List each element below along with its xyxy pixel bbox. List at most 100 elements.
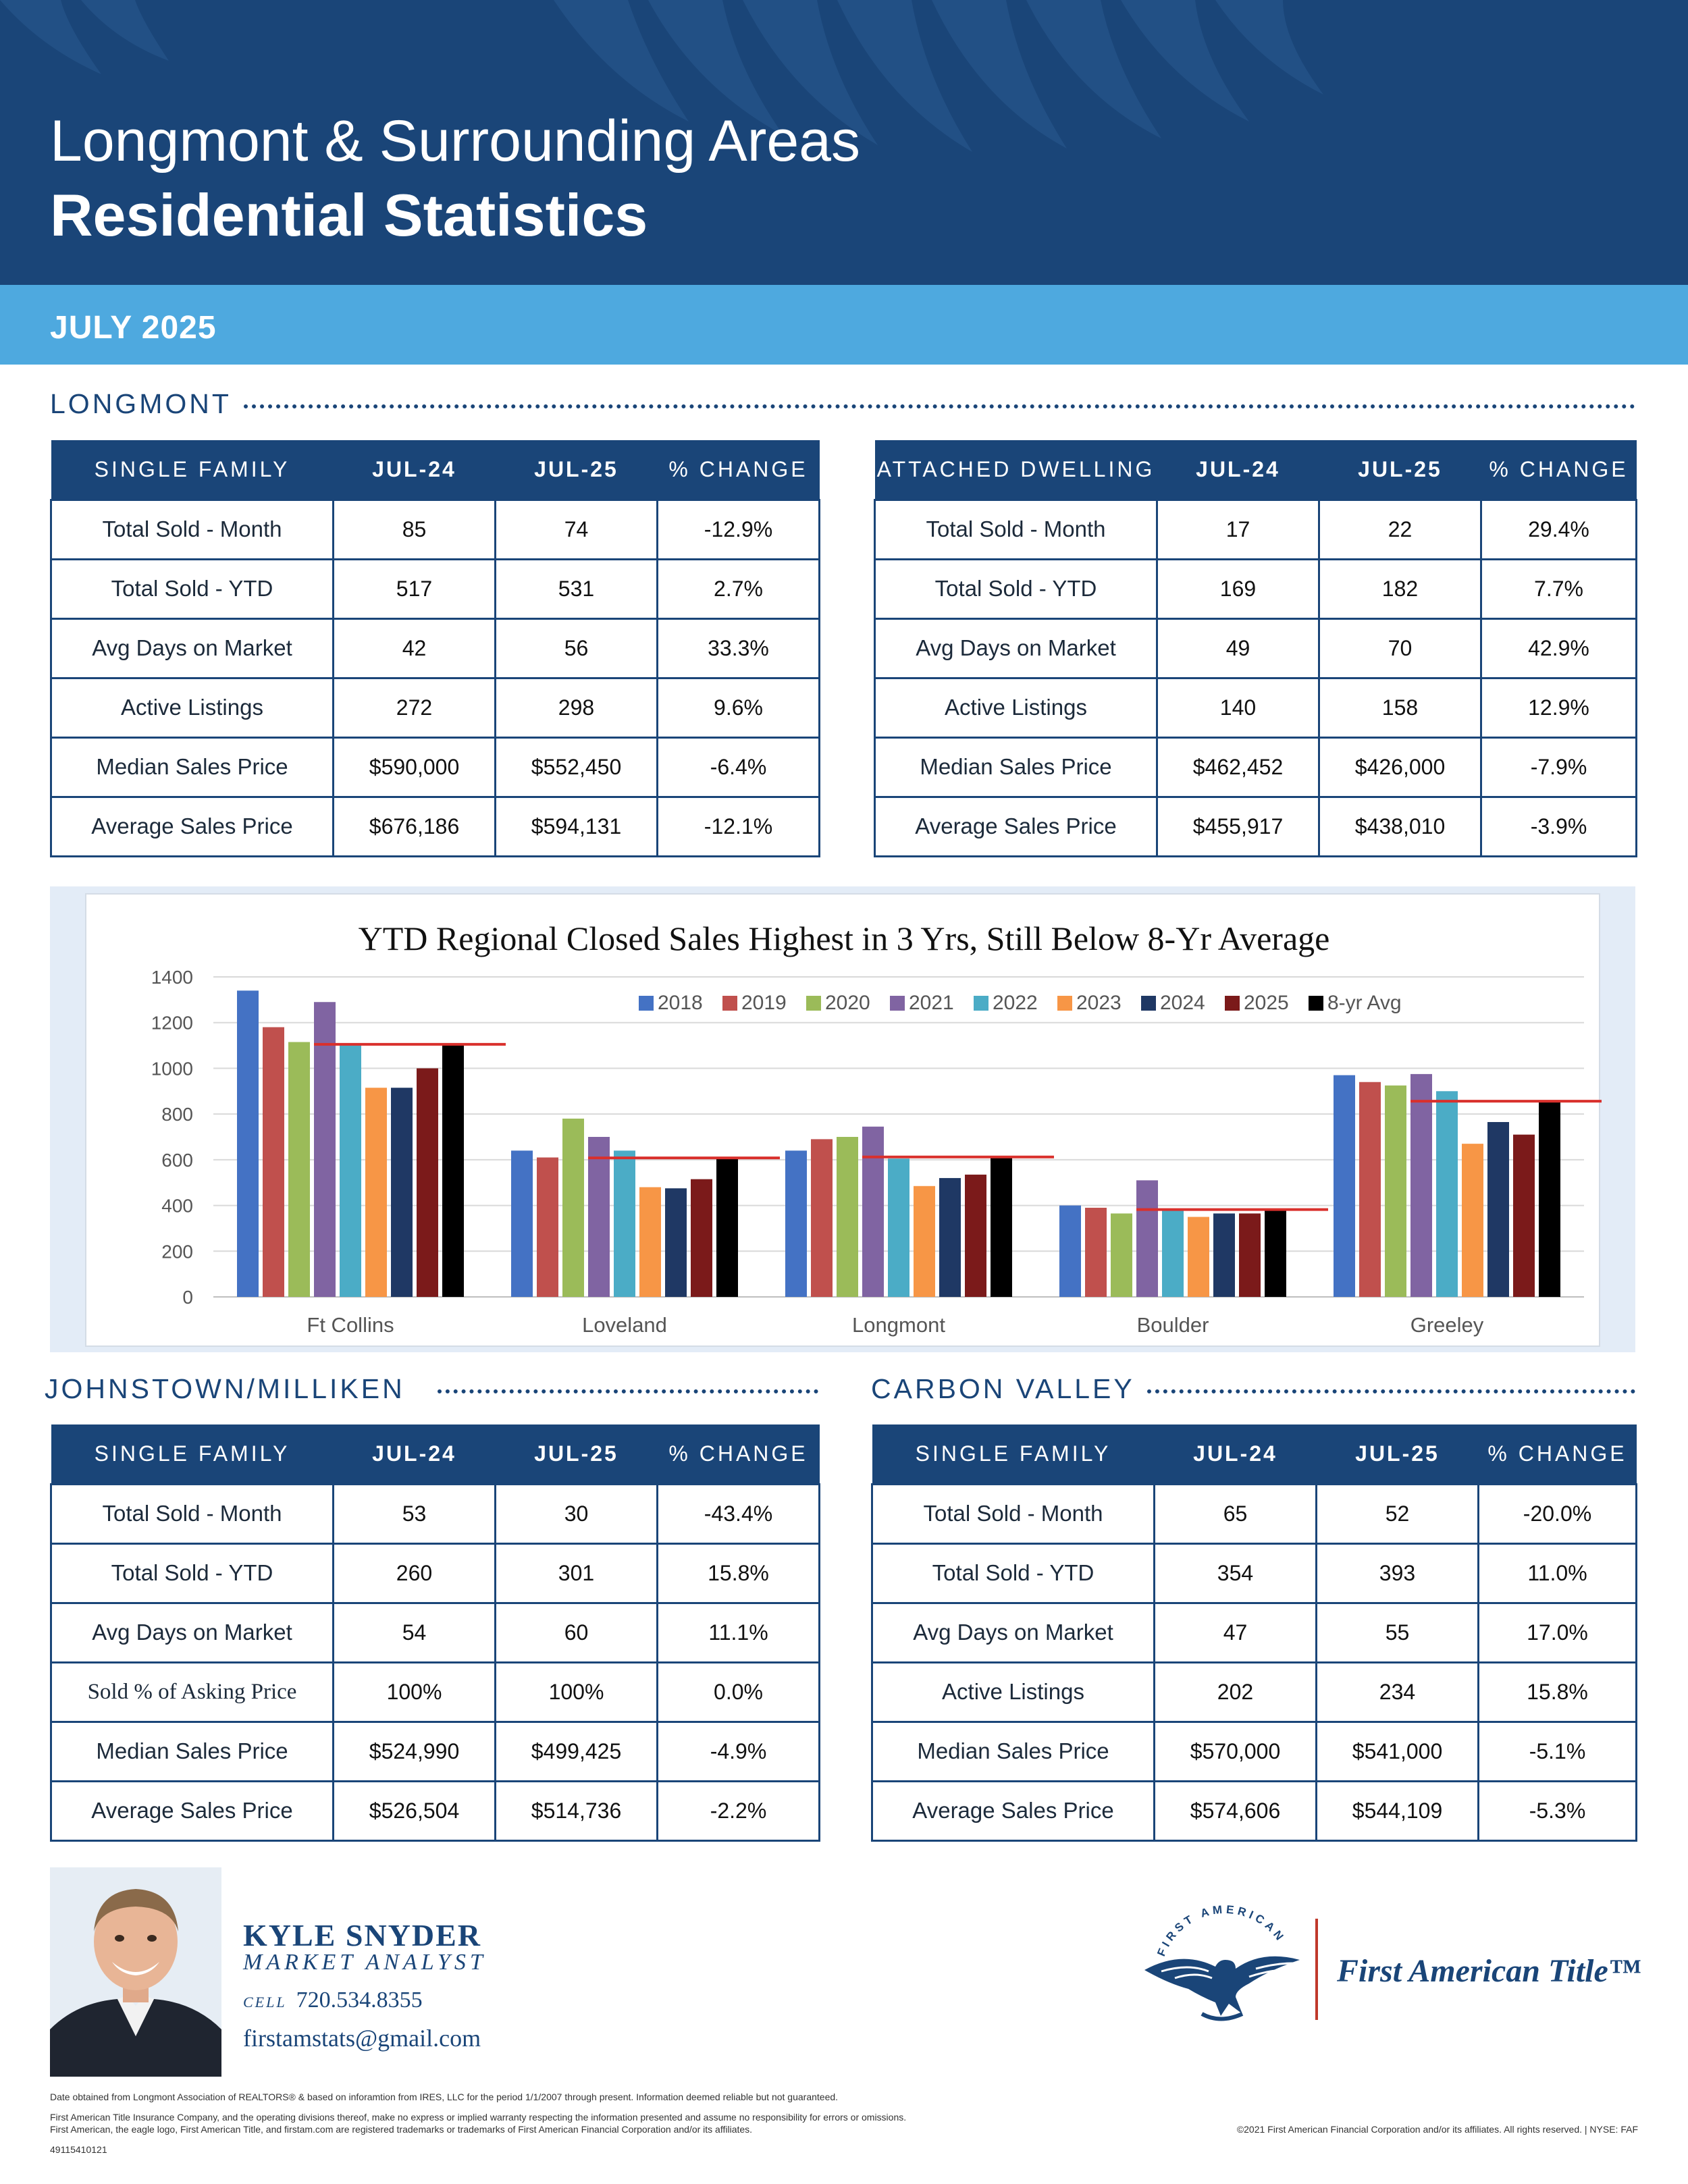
- value-cell: $590,000: [332, 736, 496, 798]
- title-line-1: Longmont & Surrounding Areas: [50, 109, 861, 174]
- y-tick-label: 800: [161, 1104, 193, 1125]
- legend-label: 2024: [1160, 992, 1205, 1014]
- agent-phone-row: CELL 720.534.8355: [243, 1988, 423, 2013]
- bar-2018: [1059, 1205, 1081, 1297]
- value-cell: $524,990: [332, 1720, 496, 1782]
- chart-bars: [237, 990, 1602, 1297]
- logo-divider: [1315, 1919, 1318, 2020]
- value-cell: -20.0%: [1477, 1483, 1637, 1545]
- bar-2018: [237, 990, 259, 1297]
- value-cell: 100%: [332, 1661, 496, 1723]
- section-label: LONGMONT: [50, 388, 232, 419]
- row-label: Active Listings: [50, 676, 334, 739]
- table-row: Total Sold - YTD 169 182 7.7%: [874, 558, 1637, 620]
- phone-label: CELL: [243, 1994, 287, 2010]
- header-cell: % CHANGE: [657, 440, 820, 500]
- bar-2019: [537, 1157, 558, 1297]
- agent-email[interactable]: firstamstats@gmail.com: [243, 2025, 481, 2052]
- section-heading-carbon-valley: CARBON VALLEY: [871, 1368, 1635, 1409]
- legend-label: 8-yr Avg: [1327, 992, 1402, 1014]
- table-row: Median Sales Price $590,000 $552,450 -6.4%: [50, 736, 820, 798]
- bar-2019: [1085, 1207, 1107, 1297]
- value-cell: 17.0%: [1477, 1601, 1637, 1663]
- legend-label: 2021: [909, 992, 954, 1014]
- value-cell: 0.0%: [656, 1661, 820, 1723]
- table-row: Avg Days on Market 49 70 42.9%: [874, 617, 1637, 679]
- bar-2020: [837, 1137, 858, 1297]
- bar-2018: [511, 1150, 533, 1297]
- bar-2025: [965, 1174, 986, 1297]
- value-cell: 393: [1315, 1542, 1479, 1604]
- chart-panel: YTD Regional Closed Sales Highest in 3 Y…: [85, 893, 1602, 1347]
- legend-swatch: [1141, 996, 1156, 1011]
- x-category-label: Ft Collins: [307, 1313, 394, 1337]
- value-cell: -6.4%: [656, 736, 820, 798]
- value-cell: 234: [1315, 1661, 1479, 1723]
- value-cell: 140: [1156, 676, 1320, 739]
- row-label: Median Sales Price: [50, 1720, 334, 1782]
- agent-title: MARKET ANALYST: [243, 1950, 487, 1975]
- agent-portrait-icon: [50, 1867, 221, 2077]
- value-cell: 517: [332, 558, 496, 620]
- table-row: Total Sold - Month 65 52 -20.0%: [871, 1483, 1637, 1545]
- value-cell: 33.3%: [656, 617, 820, 679]
- bar-2025: [1513, 1134, 1535, 1297]
- value-cell: 53: [332, 1483, 496, 1545]
- seal-text: FIRST AMERICAN: [1155, 1903, 1284, 1959]
- table-row: Total Sold - Month 17 22 29.4%: [874, 498, 1637, 560]
- bar-8-yr-avg: [1539, 1101, 1560, 1297]
- bar-2023: [365, 1088, 387, 1297]
- header-cell: JUL-25: [495, 1424, 658, 1484]
- table-body: Total Sold - Month 85 74 -12.9% Total Sold -…: [50, 498, 820, 857]
- bar-8-yr-avg: [442, 1044, 464, 1297]
- dotted-rule: [243, 404, 1635, 408]
- header-cell: ATTACHED DWELLING: [874, 440, 1157, 500]
- value-cell: -5.3%: [1477, 1780, 1637, 1842]
- table-row: Total Sold - YTD 260 301 15.8%: [50, 1542, 820, 1604]
- agent-phone-number[interactable]: 720.534.8355: [296, 1988, 423, 2013]
- header-cell: JUL-25: [495, 440, 658, 500]
- header-cell: JUL-24: [1157, 440, 1319, 500]
- value-cell: -7.9%: [1480, 736, 1637, 798]
- value-cell: 17: [1156, 498, 1320, 560]
- row-label: Total Sold - Month: [50, 498, 334, 560]
- legend-label: 2018: [658, 992, 703, 1014]
- value-cell: 52: [1315, 1483, 1479, 1545]
- value-cell: 158: [1318, 676, 1482, 739]
- value-cell: 260: [332, 1542, 496, 1604]
- table-body: Total Sold - Month 65 52 -20.0% Total Sold -…: [871, 1483, 1637, 1842]
- bar-2020: [562, 1118, 584, 1297]
- table-longmont-attached-dwelling: ATTACHED DWELLING JUL-24 JUL-25 % CHANGE…: [874, 440, 1637, 857]
- value-cell: -12.9%: [656, 498, 820, 560]
- value-cell: 55: [1315, 1601, 1479, 1663]
- table-row: Median Sales Price $462,452 $426,000 -7.9%: [874, 736, 1637, 798]
- value-cell: 60: [494, 1601, 658, 1663]
- value-cell: 85: [332, 498, 496, 560]
- value-cell: 2.7%: [656, 558, 820, 620]
- legend-swatch: [1057, 996, 1072, 1011]
- header-cell: JUL-24: [1154, 1424, 1317, 1484]
- legend-swatch: [639, 996, 654, 1011]
- value-cell: $570,000: [1153, 1720, 1317, 1782]
- y-tick-label: 200: [161, 1241, 193, 1262]
- value-cell: -4.9%: [656, 1720, 820, 1782]
- bar-2024: [1213, 1213, 1235, 1297]
- value-cell: 22: [1318, 498, 1482, 560]
- bar-8-yr-avg: [716, 1158, 738, 1297]
- header-cell: JUL-24: [333, 1424, 496, 1484]
- value-cell: -3.9%: [1480, 795, 1637, 857]
- chart-legend: 2018 2019 2020 2021 2022 2023 2024 2025 8-yr Avg: [639, 992, 1402, 1014]
- value-cell: $438,010: [1318, 795, 1482, 857]
- bar-2023: [1462, 1144, 1483, 1297]
- row-label: Total Sold - YTD: [871, 1542, 1155, 1604]
- value-cell: 15.8%: [656, 1542, 820, 1604]
- legend-label: 2022: [993, 992, 1038, 1014]
- closed-sales-bar-chart: YTD Regional Closed Sales Highest in 3 Y…: [151, 920, 1602, 1337]
- header-banner: Longmont & Surrounding Areas Residential…: [0, 0, 1688, 285]
- header-cell: % CHANGE: [657, 1424, 820, 1484]
- bar-2019: [263, 1027, 284, 1297]
- x-category-label: Greeley: [1410, 1313, 1484, 1337]
- agent-name: KYLE SNYDER: [243, 1918, 482, 1952]
- section-label: JOHNSTOWN/MILLIKEN: [45, 1373, 405, 1404]
- value-cell: $514,736: [494, 1780, 658, 1842]
